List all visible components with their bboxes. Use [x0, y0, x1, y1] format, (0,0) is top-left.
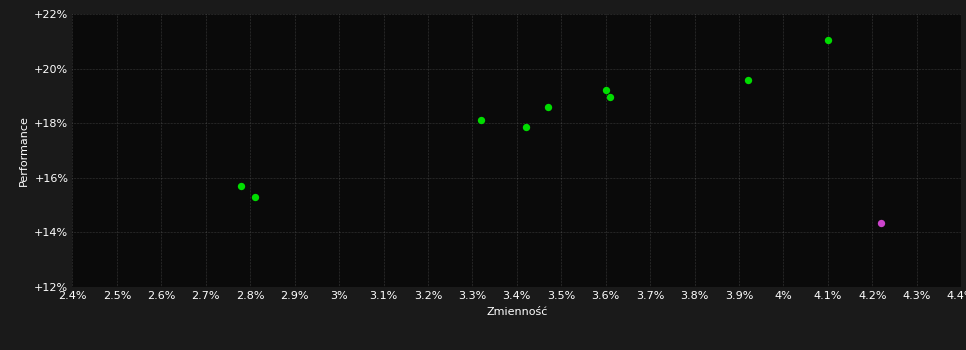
Point: [603, 94, 618, 100]
Point: [247, 194, 263, 200]
Point: [598, 88, 613, 93]
Point: [518, 125, 533, 130]
Point: [820, 37, 836, 43]
Point: [473, 118, 489, 123]
Y-axis label: Performance: Performance: [18, 115, 28, 186]
Point: [540, 104, 555, 110]
Point: [740, 77, 755, 82]
X-axis label: Zmienność: Zmienność: [486, 307, 548, 317]
Point: [873, 220, 889, 226]
Point: [234, 183, 249, 189]
